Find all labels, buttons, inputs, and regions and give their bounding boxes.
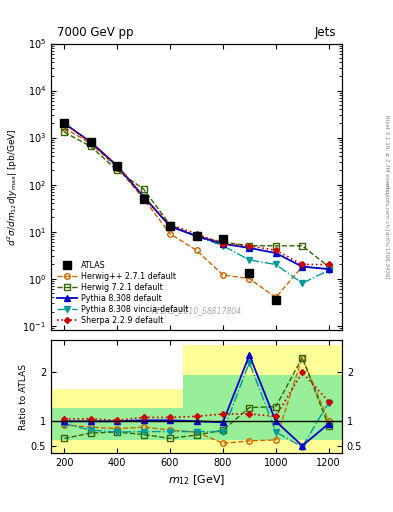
Text: Jets: Jets bbox=[314, 26, 336, 39]
X-axis label: $m_{12}$ [GeV]: $m_{12}$ [GeV] bbox=[168, 474, 225, 487]
Text: ATLAS_2010_S8817804: ATLAS_2010_S8817804 bbox=[151, 306, 242, 315]
Text: 7000 GeV pp: 7000 GeV pp bbox=[57, 26, 133, 39]
Legend: ATLAS, Herwig++ 2.7.1 default, Herwig 7.2.1 default, Pythia 8.308 default, Pythi: ATLAS, Herwig++ 2.7.1 default, Herwig 7.… bbox=[55, 259, 190, 326]
Y-axis label: $d^2\sigma/dm_{12}d|y_\mathrm{max}|$ [pb/GeV]: $d^2\sigma/dm_{12}d|y_\mathrm{max}|$ [pb… bbox=[5, 128, 20, 246]
Text: Rivet 3.1.10, ≥ 2.7M events: Rivet 3.1.10, ≥ 2.7M events bbox=[384, 115, 389, 192]
Text: mcplots.cern.ch [arXiv:1306.3436]: mcplots.cern.ch [arXiv:1306.3436] bbox=[384, 183, 389, 278]
Y-axis label: Ratio to ATLAS: Ratio to ATLAS bbox=[19, 364, 28, 430]
